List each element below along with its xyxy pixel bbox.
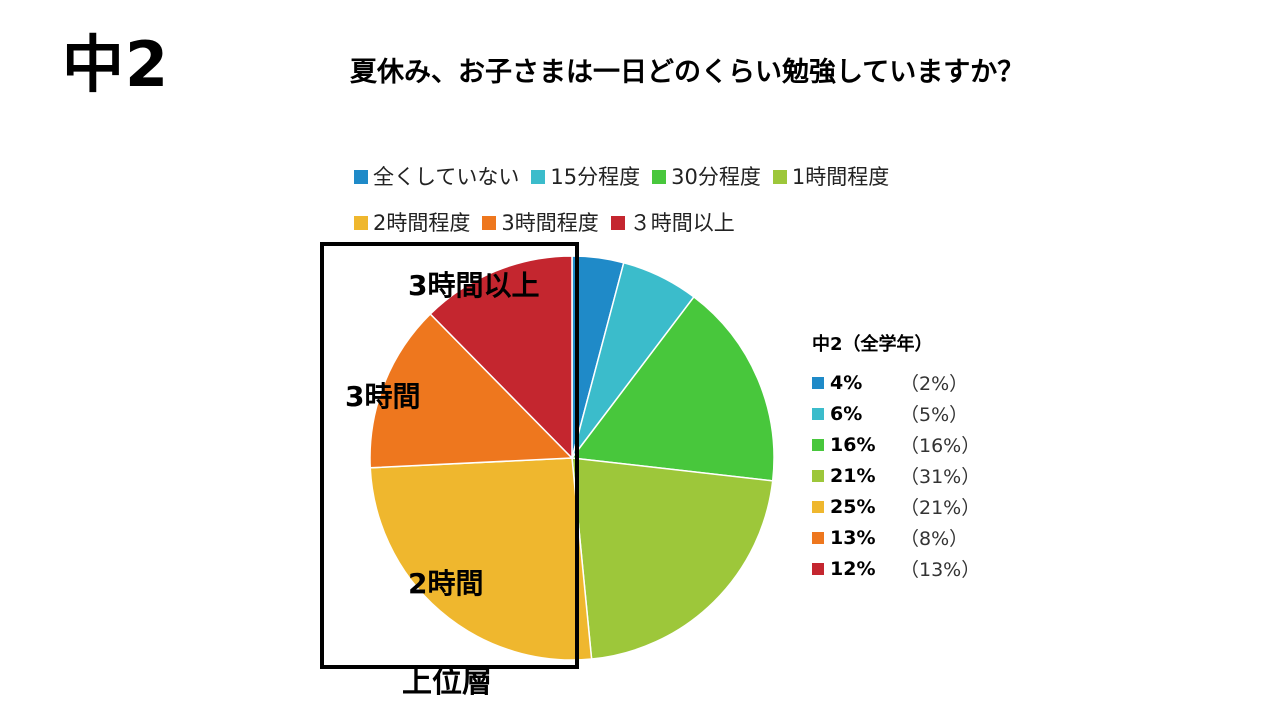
legend-item-1h: 1時間程度: [772, 164, 890, 190]
row-all-grades-pct: （31%）: [900, 466, 981, 488]
row-swatch: [812, 438, 824, 451]
legend-swatch: [354, 170, 368, 184]
percentage-table: 中2（全学年） 4% （2%） 6% （5%） 16% （16%） 21% （31%） …: [812, 330, 980, 584]
legend-item-none: 全くしていない: [354, 164, 519, 190]
legend-swatch: [354, 216, 368, 230]
table-row: 6% （5%）: [812, 398, 980, 429]
row-grade-pct: 16%: [830, 433, 876, 456]
row-all-grades-pct: （5%）: [900, 404, 969, 426]
legend-item-3h: 3時間程度: [482, 210, 599, 236]
legend-item-15min: 15分程度: [531, 164, 640, 190]
pie-slice-3: [571, 457, 774, 660]
legend-label: 1時間程度: [791, 165, 890, 189]
row-swatch: [812, 531, 824, 544]
table-row: 21% （31%）: [812, 460, 980, 491]
legend-swatch: [482, 216, 497, 230]
top-tier-highlight-box: [320, 242, 579, 669]
legend-item-3h-plus: ３時間以上: [610, 210, 735, 236]
legend-swatch: [610, 216, 625, 230]
pie-slice-4: [369, 457, 593, 661]
table-row: 13% （8%）: [812, 522, 980, 553]
legend-label: 15分程度: [550, 165, 641, 189]
chart-legend: 全くしていない 15分程度 30分程度 1時間程度 2時間程度 3時間程度 ３時…: [354, 164, 994, 236]
row-swatch: [812, 469, 824, 482]
row-swatch: [812, 407, 824, 420]
legend-label: 30分程度: [671, 165, 761, 189]
row-all-grades-pct: （8%）: [900, 528, 969, 550]
legend-item-30min: 30分程度: [652, 164, 761, 190]
table-header: 中2（全学年）: [812, 334, 933, 355]
legend-swatch: [772, 170, 787, 184]
chart-title: 夏休み、お子さまは一日どのくらい勉強していますか？: [350, 57, 1025, 88]
row-grade-pct: 6%: [830, 402, 863, 425]
row-all-grades-pct: （21%）: [900, 497, 981, 519]
row-swatch: [812, 376, 824, 389]
table-row: 4% （2%）: [812, 367, 980, 398]
row-all-grades-pct: （16%）: [900, 435, 981, 457]
row-grade-pct: 25%: [830, 495, 876, 518]
row-grade-pct: 12%: [830, 557, 876, 580]
legend-swatch: [531, 170, 546, 184]
legend-label: 3時間程度: [501, 211, 599, 235]
legend-label: 2時間程度: [373, 211, 471, 235]
legend-swatch: [652, 170, 667, 184]
row-grade-pct: 4%: [830, 371, 863, 394]
legend-label: 全くしていない: [373, 165, 520, 189]
slice-label-3h: 3時間: [345, 380, 421, 413]
table-row: 12% （13%）: [812, 553, 980, 584]
pie-slice-6: [429, 255, 573, 460]
slice-label-2h: 2時間: [408, 567, 484, 600]
row-all-grades-pct: （2%）: [900, 373, 969, 395]
row-swatch: [812, 500, 824, 513]
legend-item-2h: 2時間程度: [354, 210, 470, 236]
grade-title: 中2: [62, 28, 170, 101]
pie-slice-2: [570, 295, 775, 482]
row-grade-pct: 21%: [830, 464, 876, 487]
table-row: 25% （21%）: [812, 491, 980, 522]
pie-slice-5: [369, 312, 574, 469]
row-all-grades-pct: （13%）: [900, 559, 981, 581]
table-row: 16% （16%）: [812, 429, 980, 460]
legend-label: ３時間以上: [629, 211, 735, 235]
tier-label: 上位層: [402, 665, 492, 700]
slice-label-3h-plus: 3時間以上: [408, 269, 540, 302]
row-grade-pct: 13%: [830, 526, 876, 549]
row-swatch: [812, 562, 824, 575]
